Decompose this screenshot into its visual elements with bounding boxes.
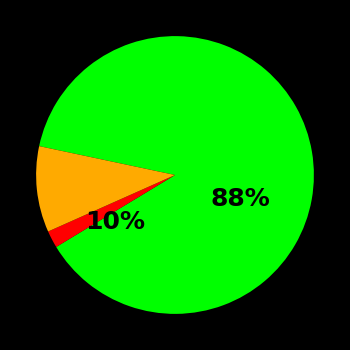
Text: 10%: 10%: [85, 210, 145, 234]
Text: 88%: 88%: [210, 187, 270, 211]
Wedge shape: [48, 175, 175, 247]
Wedge shape: [39, 36, 314, 314]
Wedge shape: [36, 146, 175, 231]
